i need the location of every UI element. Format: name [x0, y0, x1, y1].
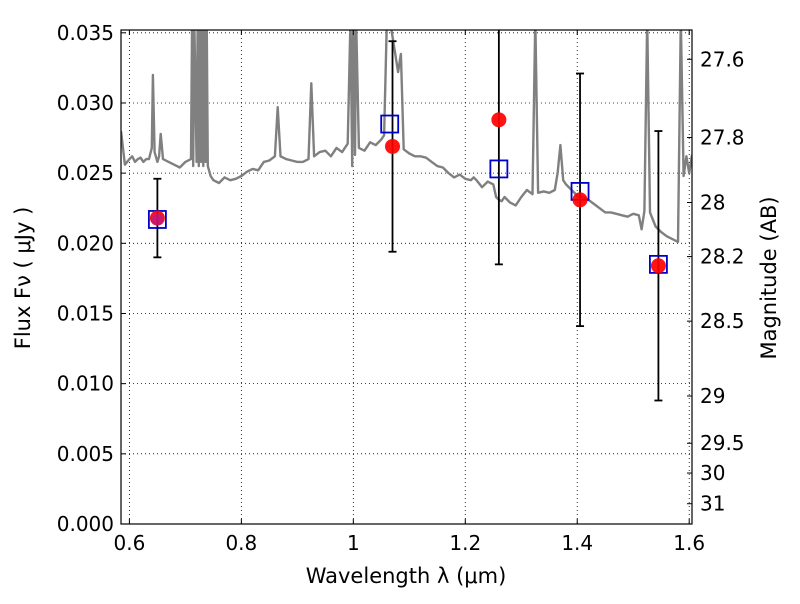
x-tick-label: 1.2	[449, 531, 481, 555]
y-tick-label: 0.035	[57, 21, 114, 45]
observed-point	[650, 258, 666, 274]
model-photometry-square	[489, 159, 509, 179]
right-axis-label: Magnitude (AB)	[757, 196, 781, 359]
magnitude-axis-ticks: 27.6 27.8 28 28.2 28.5 29 29.5 30 31	[687, 47, 745, 516]
magnitude-tick-label: 28.2	[700, 245, 745, 269]
x-tick-label: 1.4	[561, 531, 593, 555]
y-tick-label: 0.010	[57, 372, 114, 396]
magnitude-tick-label: 28	[700, 190, 725, 214]
y-tick-label: 0.020	[57, 231, 114, 255]
y-axis-label: Flux Fν ( μJy )	[11, 207, 35, 350]
observed-circle-layer	[149, 112, 666, 274]
magnitude-tick-label: 28.5	[700, 309, 745, 333]
magnitude-tick-label: 30	[700, 461, 725, 485]
magnitude-tick-label: 29.5	[700, 431, 745, 455]
x-tick-label: 0.8	[225, 531, 257, 555]
y-tick-label: 0.015	[57, 301, 114, 325]
x-tick-label: 1	[347, 531, 360, 555]
y-tick-label: 0.005	[57, 442, 114, 466]
magnitude-tick-label: 27.6	[700, 47, 745, 71]
observed-point	[572, 192, 588, 208]
overlap-marker	[151, 213, 164, 226]
y-tick-label: 0.000	[57, 512, 114, 536]
magnitude-tick-label: 29	[700, 384, 725, 408]
magnitude-tick-label: 27.8	[700, 125, 745, 149]
observed-point	[491, 112, 507, 128]
y-tick-label: 0.030	[57, 91, 114, 115]
x-tick-label: 1.6	[673, 531, 705, 555]
x-axis-label: Wavelength λ (μm)	[306, 564, 507, 588]
y-tick-label: 0.025	[57, 161, 114, 185]
model-photometry-square	[380, 114, 400, 134]
x-tick-label: 0.6	[113, 531, 145, 555]
observed-point	[385, 138, 401, 154]
magnitude-tick-label: 31	[700, 492, 725, 516]
plot-background	[121, 30, 692, 524]
y-axis-ticks: 0.000 0.005 0.010 0.015 0.020 0.025 0.030 0.035	[57, 21, 126, 536]
x-axis-ticks: 0.6 0.8 1 1.2 1.4 1.6	[113, 30, 705, 555]
plot-frame	[120, 29, 693, 525]
